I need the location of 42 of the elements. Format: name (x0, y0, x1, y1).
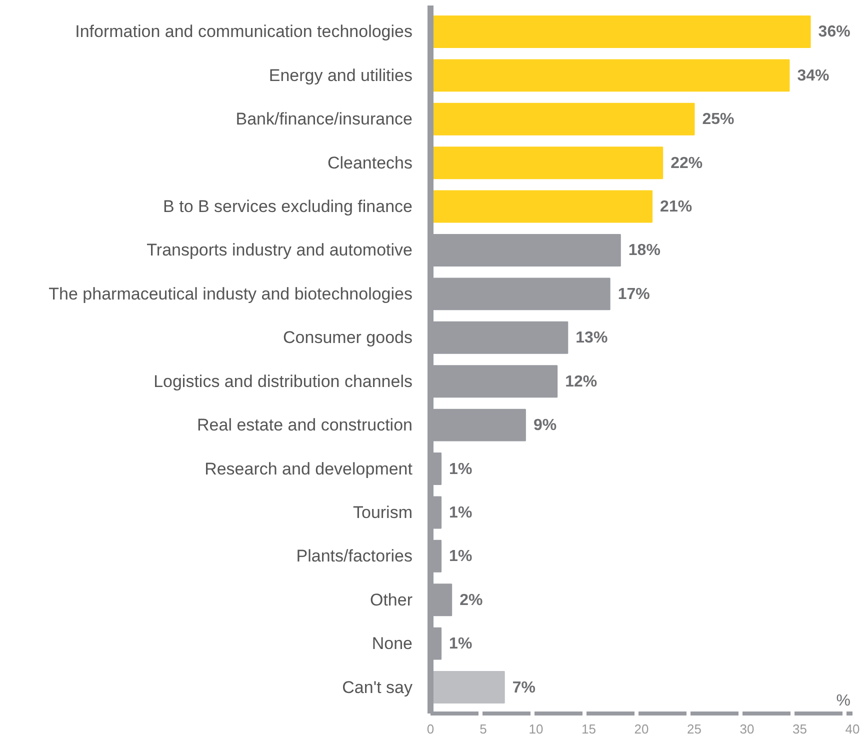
y-tick-label: Tourism (352, 502, 413, 522)
data-label: 36% (818, 24, 850, 41)
y-tick-label: None (372, 634, 412, 654)
y-tick-label: Cleantechs (327, 153, 413, 172)
data-label: 1% (449, 460, 472, 478)
y-tick-label: Information and communication technologies (75, 22, 413, 42)
data-label: 1% (449, 504, 472, 522)
x-tick-label: 40 (845, 722, 860, 736)
x-tick-label: 25 (687, 722, 702, 736)
data-label: 18% (628, 242, 660, 260)
data-label: 17% (618, 286, 650, 303)
y-tick-label: Real estate and construction (197, 416, 413, 435)
data-label: 7% (512, 679, 536, 696)
data-label: 34% (797, 67, 830, 84)
data-label: 21% (660, 198, 692, 216)
x-tick-label: 5 (480, 722, 487, 736)
data-label: 2% (460, 592, 483, 609)
x-tick-label: 30 (740, 722, 754, 736)
x-tick-label: 0 (426, 722, 434, 736)
y-tick-label: Research and development (204, 459, 413, 478)
y-tick-label: Can't say (342, 678, 413, 697)
x-tick-label: 10 (528, 722, 544, 736)
y-tick-label: Energy and utilities (268, 66, 413, 85)
data-label: 22% (670, 154, 703, 172)
y-tick-label: Transports industry and automotive (146, 240, 413, 260)
data-label: 12% (565, 373, 598, 390)
x-tick-label: 35 (792, 722, 807, 736)
data-label: 13% (576, 330, 608, 347)
y-tick-label: B to B services excluding finance (163, 197, 413, 216)
x-axis-title: % (836, 692, 851, 710)
y-tick-label: Logistics and distribution channels (154, 372, 413, 391)
y-tick-label: Plants/factories (296, 546, 413, 566)
y-tick-label: Consumer goods (283, 328, 413, 348)
y-tick-label: Other (370, 590, 413, 610)
x-tick-label: 20 (634, 722, 649, 736)
data-label: 1% (449, 548, 472, 566)
data-label: 1% (449, 636, 472, 653)
y-tick-label: Bank/finance/insurance (236, 110, 413, 129)
data-label: 9% (533, 417, 557, 434)
y-tick-label: The pharmaceutical industy and biotechnologies (48, 284, 413, 304)
data-label: 25% (702, 111, 734, 128)
x-tick-label: 15 (582, 722, 596, 736)
